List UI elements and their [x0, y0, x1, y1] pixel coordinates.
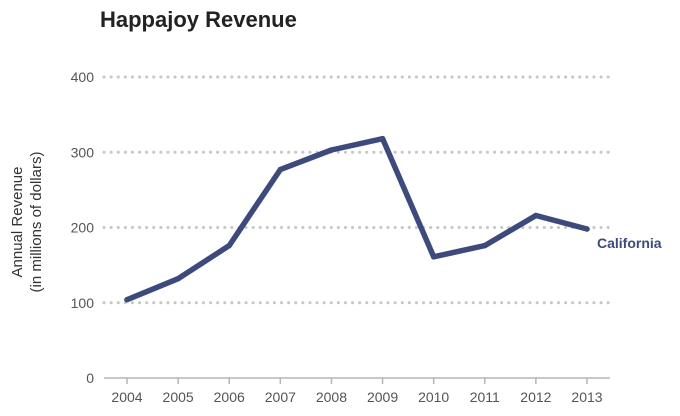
data-point-2012 [533, 212, 539, 219]
y-axis-ticks: 0 100 200 300 400 [71, 69, 95, 386]
y-axis-label-line1: Annual Revenue [9, 167, 26, 278]
x-tick-label-2012: 2012 [520, 389, 551, 405]
x-tick-label-2013: 2013 [571, 389, 602, 405]
x-tick-label-2006: 2006 [214, 389, 245, 405]
x-tick-label-2010: 2010 [418, 389, 449, 405]
x-tick-label-2011: 2011 [470, 389, 500, 405]
data-point-2006 [226, 242, 232, 249]
data-point-2007 [277, 166, 284, 173]
series-line-california [124, 135, 590, 303]
x-axis-ticks: 2004 2005 2006 2007 2008 2009 2010 2011 2012 2013 [111, 378, 603, 405]
y-tick-label-100: 100 [71, 295, 95, 311]
data-point-2011 [482, 242, 488, 249]
y-tick-label-400: 400 [71, 69, 95, 85]
x-tick-label-2008: 2008 [316, 389, 347, 405]
x-tick-label-2007: 2007 [265, 389, 296, 405]
series-layer: California [124, 135, 662, 303]
data-point-2008 [328, 147, 335, 153]
x-tick-label-2009: 2009 [367, 389, 398, 405]
data-point-2005 [175, 275, 181, 282]
y-tick-label-0: 0 [86, 370, 94, 386]
data-point-2013 [584, 226, 590, 232]
x-tick-label-2005: 2005 [163, 389, 194, 405]
chart-title: Happajoy Revenue [100, 7, 297, 32]
data-point-2010 [430, 254, 437, 260]
data-point-2004 [124, 297, 130, 303]
y-axis-label: Annual Revenue (in millions of dollars) [9, 152, 45, 293]
y-axis-label-line2: (in millions of dollars) [28, 152, 45, 293]
y-tick-label-200: 200 [71, 220, 95, 236]
y-tick-label-300: 300 [71, 144, 95, 160]
x-tick-label-2004: 2004 [111, 389, 142, 405]
data-point-2009 [379, 136, 386, 142]
series-label-california: California [597, 235, 662, 251]
grid-lines [102, 75, 612, 305]
